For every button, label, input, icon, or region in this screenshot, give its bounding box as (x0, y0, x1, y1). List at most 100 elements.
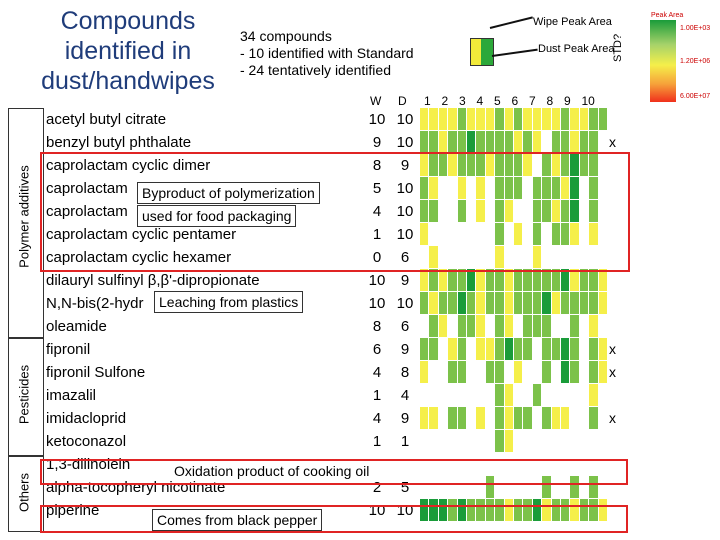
colorbar (650, 20, 676, 102)
heatmap-cell (429, 453, 439, 476)
heatmap-cell (570, 200, 580, 223)
heatmap-cell (457, 246, 467, 269)
compound-name: N,N-bis(2-hydr (46, 295, 144, 312)
heatmap-cell (467, 384, 477, 407)
highlight-caprolactam (40, 152, 630, 272)
heatmap-cell (514, 338, 524, 361)
heatmap-cell (570, 453, 580, 476)
heatmap-cell (476, 430, 486, 453)
colorbar-label-mid: 1.20E+06 (680, 58, 711, 65)
heatmap-cell (551, 154, 561, 177)
heatmap-cell (467, 338, 477, 361)
heatmap-cell (476, 246, 486, 269)
heatmap-cell (523, 338, 533, 361)
heatmap-cell (457, 476, 467, 499)
heatmap-cell (561, 246, 571, 269)
highlight-dilinolein (40, 459, 628, 485)
heatmap-cell (561, 108, 571, 131)
heatmap-cell (438, 430, 449, 453)
heatmap-cell (420, 338, 430, 361)
heatmap-cell (514, 200, 524, 223)
heatmap-cell (542, 246, 552, 269)
heatmap-cell (542, 499, 552, 522)
heatmap-cell (438, 292, 449, 315)
dust-count: 9 (400, 410, 410, 427)
heatmap-cell (495, 292, 505, 315)
heatmap-cell (485, 154, 496, 177)
heatmap-cell (570, 154, 580, 177)
col-header-4: 4 (476, 94, 484, 108)
heatmap-cell (589, 361, 599, 384)
heatmap-cell (467, 108, 477, 131)
heatmap-cell (448, 338, 458, 361)
heatmap-cell (551, 223, 561, 246)
colorbar-label-low: 1.00E+03 (680, 25, 711, 32)
heatmap-cell (523, 476, 533, 499)
heatmap-cell (542, 177, 552, 200)
heatmap-cell (495, 338, 505, 361)
heatmap-cell (420, 407, 430, 430)
heatmap-cell (579, 154, 590, 177)
compound-name: caprolactam (46, 180, 128, 197)
heatmap-cell (598, 338, 608, 361)
dust-count: 10 (396, 180, 414, 197)
heatmap-cell (551, 476, 561, 499)
heatmap-cell (589, 453, 599, 476)
heatmap-cell (542, 292, 552, 315)
heatmap-cell (532, 131, 543, 154)
wipe-count: 8 (372, 157, 382, 174)
heatmap-cell (485, 108, 496, 131)
heatmap-cell (523, 315, 533, 338)
heatmap-cell (495, 315, 505, 338)
heatmap-cell (485, 338, 496, 361)
heatmap-cell (523, 223, 533, 246)
heatmap-cell (532, 269, 543, 292)
heatmap-cell (598, 499, 608, 522)
heatmap-cell (523, 246, 533, 269)
heatmap-cell (532, 499, 543, 522)
heatmap-cell (532, 223, 543, 246)
std-mark: x (609, 364, 616, 380)
heatmap-cell (467, 246, 477, 269)
col-header-7: 7 (529, 94, 536, 108)
heatmap-cell (504, 430, 514, 453)
heatmap-cell (429, 315, 439, 338)
heatmap-cell (579, 453, 590, 476)
heatmap-cell (542, 200, 552, 223)
heatmap-cell (495, 154, 505, 177)
heatmap-cell (523, 131, 533, 154)
heatmap-cell (570, 499, 580, 522)
heatmap-cell (467, 476, 477, 499)
heatmap-cell (485, 223, 496, 246)
heatmap-cell (420, 177, 430, 200)
heatmap-cell (448, 246, 458, 269)
wipe-count: 10 (368, 272, 386, 289)
heatmap-cell (532, 453, 543, 476)
heatmap-cell (457, 361, 467, 384)
dust-count: 10 (396, 203, 414, 220)
wipe-count: 1 (372, 387, 382, 404)
compound-name: caprolactam cyclic dimer (46, 157, 211, 174)
heatmap-cell (504, 292, 514, 315)
heatmap-cell (579, 269, 590, 292)
heatmap-cell (495, 476, 505, 499)
heatmap-cell (570, 430, 580, 453)
heatmap-cell (420, 499, 430, 522)
highlight-piperine (40, 505, 628, 533)
wipe-count: 5 (372, 180, 382, 197)
heatmap-cell (561, 177, 571, 200)
heatmap-cell (495, 177, 505, 200)
heatmap-cell (514, 476, 524, 499)
heatmap-cell (476, 131, 486, 154)
heatmap-cell (467, 200, 477, 223)
col-header-d: D (398, 94, 407, 108)
heatmap-cell (532, 246, 543, 269)
col-header-9: 9 (564, 94, 571, 108)
heatmap-cell (429, 430, 439, 453)
heatmap-cell (476, 269, 486, 292)
heatmap-cell (495, 361, 505, 384)
heatmap-cell (420, 292, 430, 315)
heatmap-cell (495, 269, 505, 292)
heatmap-cell (438, 453, 449, 476)
compound-name: benzyl butyl phthalate (46, 134, 192, 151)
